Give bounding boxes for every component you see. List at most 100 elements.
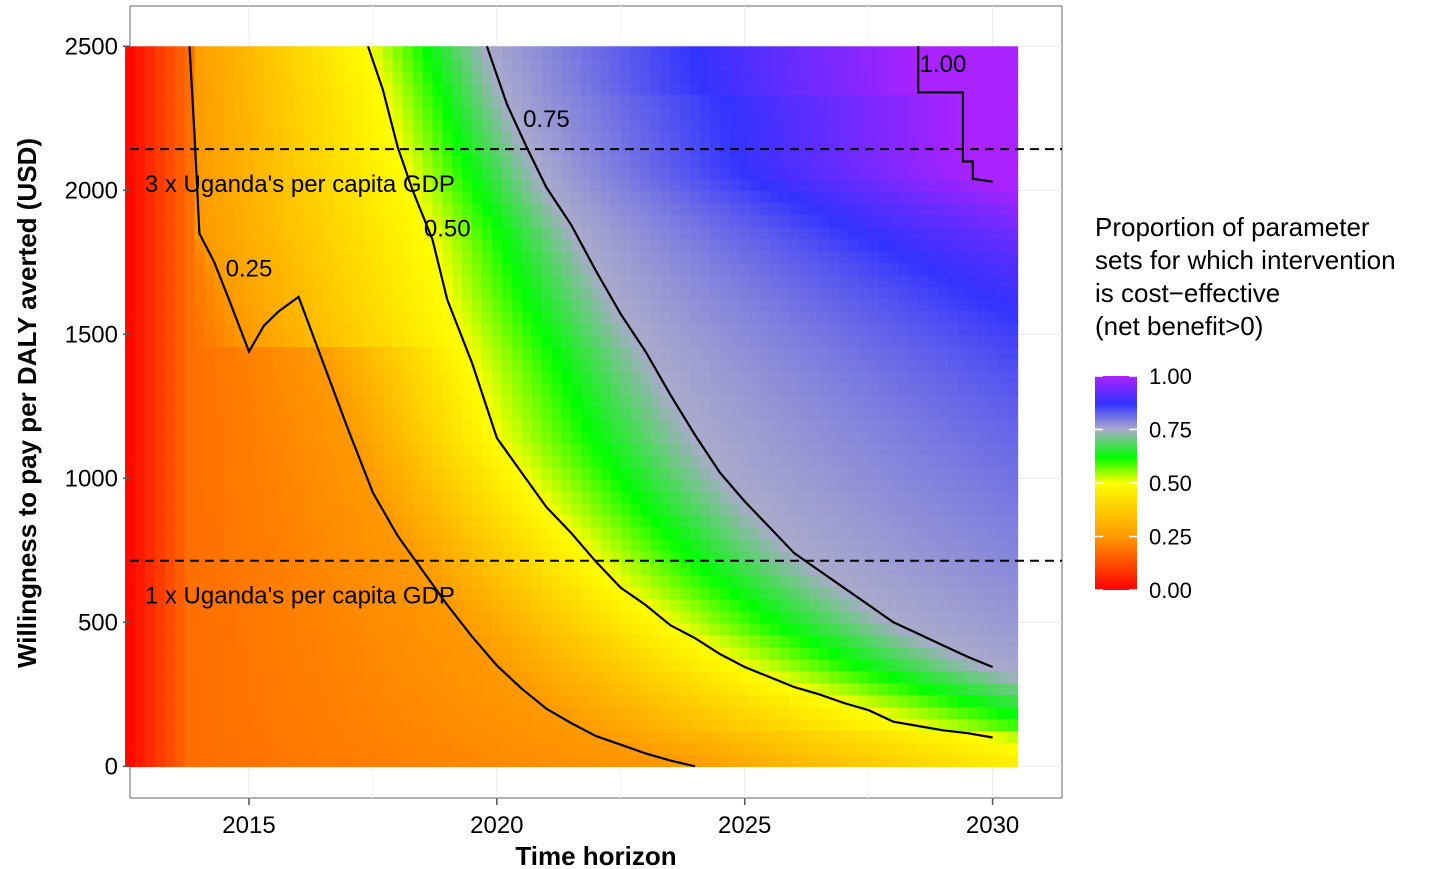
heatmap-cell: [561, 442, 573, 456]
heatmap-cell: [313, 622, 325, 636]
heatmap-cell: [293, 706, 305, 720]
heatmap-cell: [214, 346, 225, 360]
heatmap-cell: [224, 118, 235, 132]
heatmap-cell: [600, 394, 612, 408]
heatmap-cell: [263, 154, 275, 168]
heatmap-cell: [819, 466, 830, 480]
heatmap-cell: [392, 526, 404, 540]
heatmap-cell: [491, 694, 503, 708]
heatmap-cell: [719, 478, 731, 492]
heatmap-cell: [134, 658, 146, 672]
heatmap-cell: [838, 238, 850, 252]
heatmap-cell: [372, 490, 384, 504]
heatmap-cell: [184, 502, 196, 516]
heatmap-cell: [620, 454, 632, 468]
heatmap-cell: [422, 610, 434, 624]
heatmap-cell: [154, 190, 166, 204]
heatmap-cell: [462, 94, 473, 108]
heatmap-cell: [491, 610, 503, 624]
heatmap-cell: [501, 82, 513, 96]
heatmap-cell: [819, 130, 830, 144]
heatmap-cell: [283, 598, 295, 612]
heatmap-cell: [273, 562, 285, 576]
heatmap-cell: [154, 706, 166, 720]
heatmap-cell: [313, 334, 325, 348]
heatmap-cell: [303, 586, 315, 600]
heatmap-cell: [769, 670, 781, 684]
heatmap-cell: [680, 742, 691, 756]
heatmap-cell: [144, 730, 156, 744]
heatmap-cell: [630, 358, 642, 372]
heatmap-cell: [214, 334, 225, 348]
heatmap-cell: [908, 418, 920, 432]
heatmap-cell: [729, 106, 741, 120]
heatmap-cell: [462, 214, 473, 228]
heatmap-cell: [194, 286, 206, 300]
heatmap-cell: [501, 358, 513, 372]
heatmap-cell: [838, 322, 850, 336]
heatmap-cell: [829, 322, 840, 336]
heatmap-cell: [422, 634, 434, 648]
heatmap-cell: [343, 442, 354, 456]
heatmap-cell: [660, 670, 672, 684]
heatmap-cell: [938, 646, 949, 660]
heatmap-cell: [630, 58, 642, 72]
heatmap-cell: [313, 466, 325, 480]
heatmap-cell: [700, 466, 711, 480]
heatmap-cell: [412, 286, 424, 300]
heatmap-cell: [719, 418, 731, 432]
heatmap-cell: [293, 442, 305, 456]
heatmap-cell: [620, 682, 632, 696]
heatmap-cell: [491, 754, 503, 768]
heatmap-cell: [670, 670, 682, 684]
heatmap-cell: [908, 358, 920, 372]
heatmap-cell: [363, 442, 374, 456]
heatmap-cell: [600, 70, 612, 84]
heatmap-cell: [670, 334, 682, 348]
heatmap-cell: [333, 58, 344, 72]
heatmap-cell: [273, 190, 285, 204]
heatmap-cell: [521, 754, 533, 768]
heatmap-cell: [422, 418, 434, 432]
heatmap-cell: [363, 454, 374, 468]
heatmap-cell: [293, 358, 305, 372]
heatmap-cell: [125, 370, 136, 384]
heatmap-cell: [234, 718, 245, 732]
heatmap-cell: [680, 82, 691, 96]
heatmap-cell: [481, 358, 493, 372]
heatmap-cell: [819, 358, 830, 372]
heatmap-cell: [422, 382, 434, 396]
heatmap-cell: [610, 262, 622, 276]
heatmap-cell: [194, 58, 206, 72]
heatmap-cell: [739, 430, 751, 444]
heatmap-cell: [442, 718, 454, 732]
heatmap-cell: [938, 346, 949, 360]
heatmap-cell: [779, 658, 791, 672]
heatmap-cell: [680, 622, 691, 636]
heatmap-cell: [481, 142, 493, 156]
heatmap-cell: [759, 706, 771, 720]
heatmap-cell: [838, 202, 850, 216]
heatmap-cell: [779, 70, 791, 84]
heatmap-cell: [353, 370, 364, 384]
heatmap-cell: [729, 58, 741, 72]
heatmap-cell: [838, 466, 850, 480]
heatmap-cell: [333, 490, 344, 504]
heatmap-cell: [144, 598, 156, 612]
heatmap-cell: [125, 718, 136, 732]
heatmap-cell: [174, 406, 186, 420]
heatmap-cell: [363, 346, 374, 360]
heatmap-cell: [799, 238, 810, 252]
heatmap-cell: [749, 166, 761, 180]
heatmap-cell: [462, 502, 473, 516]
heatmap-cell: [749, 610, 761, 624]
heatmap-cell: [928, 298, 939, 312]
heatmap-cell: [224, 514, 235, 528]
heatmap-cell: [224, 226, 235, 240]
heatmap-cell: [491, 178, 503, 192]
heatmap-cell: [382, 442, 394, 456]
heatmap-cell: [472, 394, 483, 408]
heatmap-cell: [858, 406, 870, 420]
heatmap-cell: [293, 478, 305, 492]
heatmap-cell: [650, 262, 662, 276]
